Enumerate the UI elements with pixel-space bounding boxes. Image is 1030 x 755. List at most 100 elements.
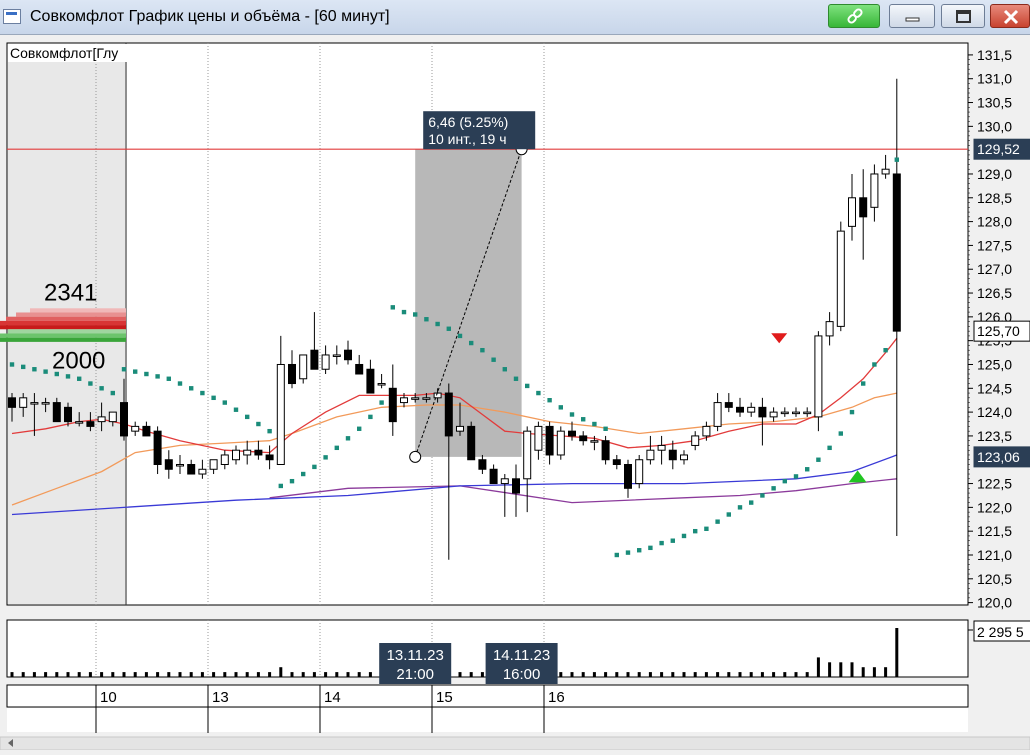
sar-dot: [603, 426, 608, 431]
price-tag-box: [973, 446, 1030, 468]
y-tick-label: 122,0: [977, 499, 1012, 515]
volume-bar: [44, 672, 48, 677]
measure-start-handle[interactable]: [409, 450, 422, 463]
candle-body: [803, 411, 812, 415]
candle-body: [836, 230, 845, 327]
chart-area[interactable]: 10 13 14 15 16 131,5 131,0 130,5 130,0 129,0 128,5…: [0, 35, 1030, 751]
volume-bar: [727, 672, 731, 677]
candle: [366, 359, 375, 394]
ma-purple-line: [269, 478, 897, 504]
close-button[interactable]: [990, 4, 1030, 28]
volume-bar: [77, 672, 81, 677]
sar-dot: [737, 505, 743, 510]
candle-body: [825, 321, 834, 337]
candle: [243, 440, 252, 465]
candle-body: [892, 173, 901, 332]
candle-body: [64, 406, 72, 423]
candle: [86, 412, 95, 432]
sar-dot: [592, 421, 597, 427]
sar-dot: [267, 428, 272, 434]
candle-body: [30, 402, 39, 405]
volume-bar: [615, 672, 619, 677]
candle: [489, 464, 498, 485]
order-book-bar: [0, 320, 126, 326]
volume-bar: [234, 672, 238, 677]
volume-bar: [604, 672, 608, 677]
candle-body: [512, 478, 520, 494]
volume-bar: [861, 667, 865, 677]
sar-dot: [177, 381, 183, 386]
candle: [657, 435, 666, 465]
candle-body: [131, 425, 140, 432]
sar-dot: [345, 436, 351, 441]
candle: [265, 445, 274, 470]
sar-dot: [110, 390, 115, 396]
order-book-bar: [0, 337, 126, 342]
sar-dot: [569, 412, 575, 417]
candle: [624, 459, 632, 498]
volume-bar: [704, 672, 708, 677]
y-tick-label: 129,0: [977, 166, 1012, 182]
candle-body: [243, 449, 252, 456]
sar-dot: [827, 445, 832, 451]
sar-dot: [502, 367, 507, 372]
candle: [512, 464, 520, 517]
candle-body: [444, 392, 453, 437]
minimize-button[interactable]: [889, 4, 935, 28]
candle-body: [545, 425, 554, 456]
sar-dot: [245, 414, 250, 420]
candle-body: [41, 402, 50, 405]
candle: [568, 421, 576, 441]
price-tag: 123,06: [973, 446, 1030, 468]
candle-body: [310, 349, 319, 370]
instrument-label: Совкомфлот[Глу: [10, 45, 118, 61]
candle-body: [19, 397, 28, 408]
sell-signal-icon: [771, 333, 788, 344]
chain-link-icon: [847, 8, 863, 24]
sar-dot: [849, 409, 855, 415]
volume-bar: [357, 672, 361, 677]
volume-bar: [626, 672, 630, 677]
chart-canvas[interactable]: 10 13 14 15 16 131,5 131,0 130,5 130,0 129,0 128,5…: [0, 35, 1030, 751]
candle: [680, 450, 688, 465]
volume-bar: [716, 672, 720, 677]
candle-body: [299, 354, 308, 380]
candle: [30, 393, 39, 436]
date-marker: 13.11.23 21:00: [379, 643, 452, 684]
volume-bar: [122, 672, 126, 677]
measure-change-text: 6,46 (5.25%): [428, 114, 508, 130]
candle: [288, 350, 296, 389]
sar-dot: [581, 417, 586, 422]
sar-dot: [424, 317, 429, 322]
candle-body: [220, 454, 229, 466]
candle-body: [120, 402, 128, 437]
candle: [332, 345, 341, 365]
scroll-left-icon[interactable]: [8, 739, 13, 747]
sar-dot: [200, 390, 205, 396]
sar-dot: [312, 464, 317, 470]
sar-dot: [637, 548, 642, 553]
sar-dot: [88, 381, 93, 386]
candle-body: [691, 435, 700, 446]
volume-bar: [66, 672, 70, 677]
maximize-button[interactable]: [941, 4, 985, 28]
day-label: 14: [324, 689, 341, 706]
price-tag-label: 123,06: [977, 449, 1020, 465]
candle: [579, 431, 588, 446]
horizontal-scrollbar[interactable]: [0, 736, 1030, 751]
volume-bar: [32, 672, 36, 677]
sar-dot: [77, 376, 82, 381]
maximize-icon: [956, 10, 971, 23]
candle-body: [75, 421, 84, 424]
candle-body: [881, 168, 890, 175]
volume-bar: [346, 672, 350, 677]
candle: [377, 374, 386, 389]
sar-dot: [491, 357, 496, 362]
volume-bar: [111, 672, 115, 677]
volume-bar: [178, 672, 182, 677]
link-button[interactable]: [828, 4, 880, 28]
candle: [131, 421, 140, 436]
sar-dot: [771, 486, 776, 491]
date-marker-date: 13.11.23: [387, 647, 444, 664]
y-tick-label: 130,5: [977, 95, 1012, 111]
